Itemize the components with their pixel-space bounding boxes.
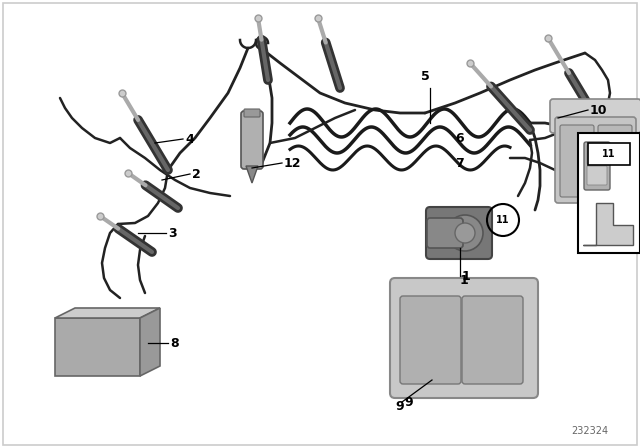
Text: 232324: 232324	[572, 426, 609, 436]
Polygon shape	[583, 203, 633, 245]
Polygon shape	[140, 308, 160, 376]
Text: 12: 12	[284, 156, 301, 169]
Text: 7: 7	[455, 156, 464, 169]
FancyBboxPatch shape	[587, 145, 607, 164]
Text: 1: 1	[462, 270, 471, 283]
Text: 4: 4	[185, 133, 194, 146]
Text: 9: 9	[395, 400, 404, 413]
Text: 10: 10	[590, 103, 607, 116]
FancyBboxPatch shape	[462, 296, 523, 384]
Polygon shape	[55, 308, 160, 318]
FancyBboxPatch shape	[400, 296, 461, 384]
Polygon shape	[55, 318, 140, 376]
Text: 5: 5	[420, 70, 429, 83]
FancyBboxPatch shape	[550, 99, 640, 133]
Text: 6: 6	[455, 132, 463, 145]
FancyBboxPatch shape	[426, 207, 492, 259]
FancyBboxPatch shape	[241, 111, 263, 169]
FancyBboxPatch shape	[427, 218, 463, 248]
FancyBboxPatch shape	[584, 142, 610, 190]
Text: 3: 3	[168, 227, 177, 240]
FancyBboxPatch shape	[390, 278, 538, 398]
Text: 8: 8	[170, 336, 179, 349]
FancyBboxPatch shape	[555, 117, 636, 203]
FancyBboxPatch shape	[244, 109, 260, 117]
Circle shape	[447, 215, 483, 251]
Text: 11: 11	[496, 215, 509, 225]
Text: 9: 9	[404, 396, 413, 409]
FancyBboxPatch shape	[598, 125, 632, 197]
FancyBboxPatch shape	[587, 166, 607, 185]
Text: 11: 11	[602, 149, 616, 159]
Circle shape	[455, 223, 475, 243]
Text: 1: 1	[460, 273, 468, 287]
FancyBboxPatch shape	[560, 125, 594, 197]
Polygon shape	[246, 166, 258, 183]
Bar	[578, 133, 640, 253]
Text: 2: 2	[192, 168, 201, 181]
Bar	[588, 143, 630, 165]
